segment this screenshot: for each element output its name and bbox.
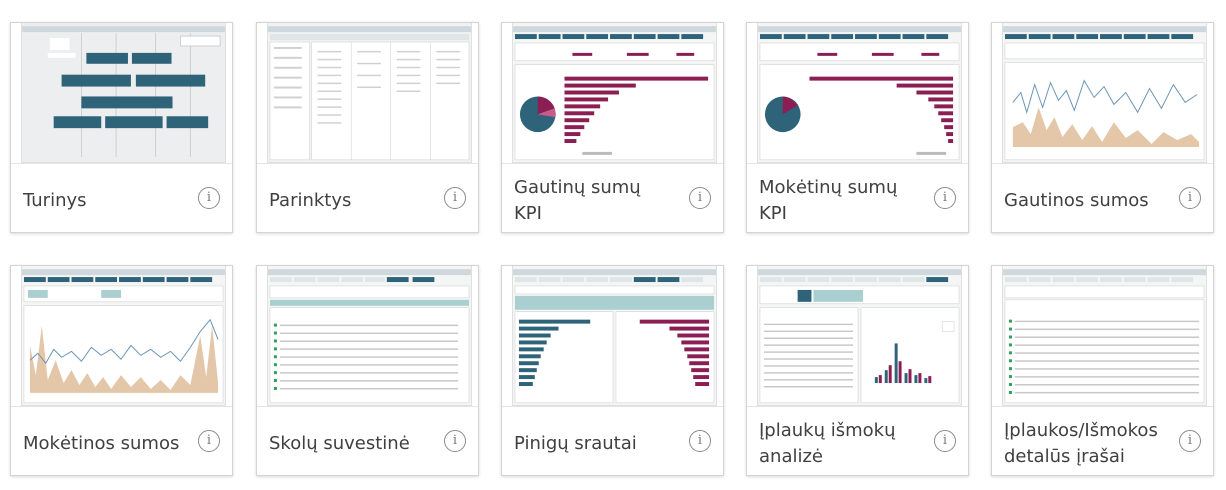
tile-title[interactable]: Įplaukos/Išmokos detalūs įrašai bbox=[1004, 420, 1158, 467]
thumbnail-skolu-suvestine bbox=[268, 266, 471, 405]
tile-thumbnail[interactable] bbox=[757, 266, 962, 406]
tile-thumbnail[interactable] bbox=[757, 23, 962, 163]
info-icon[interactable]: i bbox=[198, 187, 220, 209]
info-icon[interactable]: i bbox=[444, 430, 466, 452]
thumbnail-gautinu-sumu-kpi bbox=[513, 23, 716, 162]
tile-moketinos-sumos[interactable]: Mokėtinos sumos i bbox=[10, 265, 233, 476]
info-icon[interactable]: i bbox=[934, 430, 956, 452]
tile-thumbnail[interactable] bbox=[267, 23, 472, 163]
tile-title[interactable]: Parinktys bbox=[269, 190, 352, 211]
tile-thumbnail[interactable] bbox=[21, 23, 226, 163]
tile-title[interactable]: Turinys bbox=[23, 190, 87, 211]
info-icon[interactable]: i bbox=[1179, 430, 1201, 452]
thumbnail-iplauku-ismoku-analize bbox=[758, 266, 961, 405]
tile-iplaukos-ismokos-detalus-irasai[interactable]: Įplaukos/Išmokos detalūs įrašai i bbox=[991, 265, 1214, 476]
info-icon[interactable]: i bbox=[689, 430, 711, 452]
tile-title[interactable]: Skolų suvestinė bbox=[269, 433, 410, 454]
tile-skolu-suvestine[interactable]: Skolų suvestinė i bbox=[256, 265, 479, 476]
tile-thumbnail[interactable] bbox=[512, 23, 717, 163]
thumbnail-moketinos-sumos bbox=[22, 266, 225, 405]
tile-thumbnail[interactable] bbox=[1002, 266, 1207, 406]
tile-thumbnail[interactable] bbox=[21, 266, 226, 406]
info-icon[interactable]: i bbox=[198, 430, 220, 452]
tile-title[interactable]: Pinigų srautai bbox=[514, 433, 637, 454]
tile-title[interactable]: Įplaukų išmokų analizė bbox=[759, 420, 896, 467]
tile-moketinu-sumu-kpi[interactable]: Mokėtinų sumų KPI i bbox=[746, 22, 969, 233]
tile-title[interactable]: Gautinos sumos bbox=[1004, 190, 1149, 211]
tile-gautinos-sumos[interactable]: Gautinos sumos i bbox=[991, 22, 1214, 233]
tile-turinys[interactable]: Turinys i bbox=[10, 22, 233, 233]
tile-thumbnail[interactable] bbox=[512, 266, 717, 406]
thumbnail-gautinos-sumos bbox=[1003, 23, 1206, 162]
tile-gautinu-sumu-kpi[interactable]: Gautinų sumų KPI i bbox=[501, 22, 724, 233]
tile-parinktys[interactable]: Parinktys i bbox=[256, 22, 479, 233]
tile-pinigu-srautai[interactable]: Pinigų srautai i bbox=[501, 265, 724, 476]
tile-iplauku-ismoku-analize[interactable]: Įplaukų išmokų analizė i bbox=[746, 265, 969, 476]
tile-title[interactable]: Mokėtinų sumų KPI bbox=[759, 177, 898, 224]
thumbnail-iplaukos-ismokos-detalus-irasai bbox=[1003, 266, 1206, 405]
info-icon[interactable]: i bbox=[444, 187, 466, 209]
info-icon[interactable]: i bbox=[1179, 187, 1201, 209]
thumbnail-moketinu-sumu-kpi bbox=[758, 23, 961, 162]
thumbnail-pinigu-srautai bbox=[513, 266, 716, 405]
tile-thumbnail[interactable] bbox=[267, 266, 472, 406]
thumbnail-parinktys bbox=[268, 23, 471, 162]
tile-title[interactable]: Gautinų sumų KPI bbox=[514, 177, 641, 224]
tile-thumbnail[interactable] bbox=[1002, 23, 1207, 163]
info-icon[interactable]: i bbox=[934, 187, 956, 209]
thumbnail-turinys bbox=[22, 23, 225, 162]
tile-title[interactable]: Mokėtinos sumos bbox=[23, 433, 180, 454]
info-icon[interactable]: i bbox=[689, 187, 711, 209]
